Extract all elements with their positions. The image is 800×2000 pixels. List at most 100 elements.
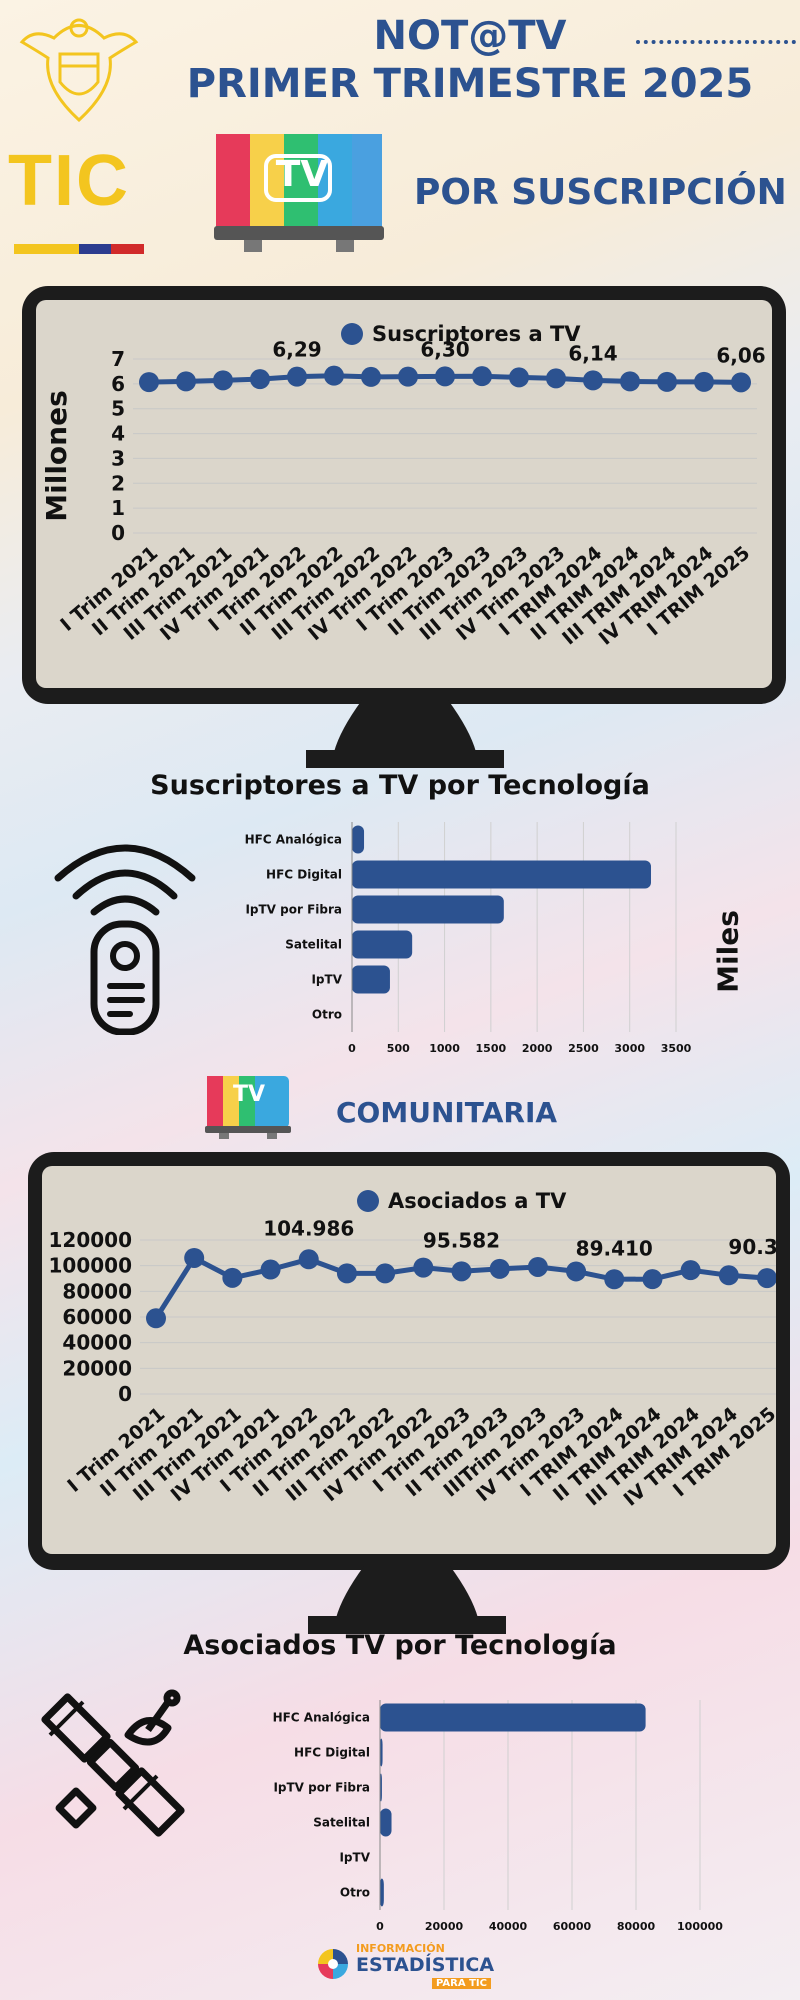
y-tick-label: 60000 bbox=[62, 1305, 132, 1329]
data-point bbox=[287, 366, 307, 387]
y-tick-label: 2 bbox=[111, 471, 125, 495]
category-label: Otro bbox=[340, 1886, 370, 1900]
x-tick-label: 1000 bbox=[429, 1042, 460, 1055]
bar bbox=[352, 965, 390, 994]
tv-icon: TV bbox=[214, 132, 384, 256]
data-point bbox=[620, 371, 640, 392]
data-label: 6,29 bbox=[272, 338, 321, 362]
x-tick-label: 100000 bbox=[677, 1920, 723, 1933]
data-point bbox=[509, 367, 529, 388]
comunitaria-heading: COMUNITARIA bbox=[336, 1096, 558, 1129]
y-tick-label: 1 bbox=[111, 496, 125, 520]
chart2-ylabel: Miles bbox=[711, 910, 745, 993]
data-label: 6,14 bbox=[568, 341, 617, 365]
data-point bbox=[298, 1249, 319, 1270]
x-tick-label: 3500 bbox=[661, 1042, 692, 1055]
x-tick-label: 2000 bbox=[522, 1042, 553, 1055]
data-point bbox=[361, 366, 381, 387]
subtitle: POR SUSCRIPCIÓN bbox=[414, 172, 787, 213]
chart2-title: Suscriptores a TV por Tecnología bbox=[150, 770, 650, 801]
x-tick-label: 80000 bbox=[617, 1920, 656, 1933]
data-point bbox=[718, 1265, 739, 1286]
footer-line-2: ESTADÍSTICA bbox=[356, 1954, 495, 1976]
footer-logo: INFORMACIÓN ESTADÍSTICA PARA TIC bbox=[312, 1942, 502, 1998]
category-label: IpTV por Fibra bbox=[245, 903, 342, 917]
data-point bbox=[657, 371, 677, 392]
legend-marker bbox=[357, 1190, 379, 1212]
data-point bbox=[489, 1258, 510, 1279]
monitor-frame-2: 0 20000 40000 60000 80000 100000 120000 I Trim … bbox=[28, 1152, 790, 1570]
y-tick-label: 4 bbox=[111, 422, 125, 446]
data-point bbox=[604, 1269, 625, 1290]
data-point bbox=[642, 1269, 663, 1290]
data-point bbox=[435, 366, 455, 387]
footer-line-1: INFORMACIÓN bbox=[356, 1942, 445, 1955]
data-point bbox=[260, 1259, 281, 1280]
x-tick-label: 1500 bbox=[476, 1042, 507, 1055]
x-tick-label: 0 bbox=[348, 1042, 356, 1055]
data-label: 90.312 bbox=[728, 1235, 776, 1259]
category-label: HFC Digital bbox=[294, 1746, 370, 1760]
dotted-divider bbox=[636, 40, 796, 44]
category-label: Satelital bbox=[285, 938, 342, 952]
y-tick-label: 80000 bbox=[62, 1279, 132, 1303]
title-line-2: PRIMER TRIMESTRE 2025 bbox=[186, 61, 754, 107]
category-label: IpTV bbox=[311, 973, 342, 987]
tv-icon-label: TV bbox=[275, 154, 329, 195]
data-point bbox=[757, 1268, 776, 1289]
flag-stripe bbox=[14, 244, 144, 254]
data-label: 6,30 bbox=[420, 337, 469, 361]
data-point bbox=[213, 370, 233, 391]
y-tick-label: 20000 bbox=[62, 1356, 132, 1380]
tv-icon-small-label: TV bbox=[232, 1082, 266, 1107]
bar bbox=[380, 1808, 392, 1837]
data-point bbox=[398, 366, 418, 387]
satellite-icon bbox=[28, 1680, 203, 1855]
category-label: IpTV por Fibra bbox=[273, 1781, 370, 1795]
category-label: HFC Digital bbox=[266, 868, 342, 882]
y-tick-label: 7 bbox=[111, 347, 125, 371]
y-tick-label: 100000 bbox=[49, 1254, 133, 1278]
x-tick-label: 500 bbox=[387, 1042, 410, 1055]
category-label: Otro bbox=[312, 1008, 342, 1022]
x-tick-label: 0 bbox=[376, 1920, 384, 1933]
remote-icon bbox=[50, 830, 200, 1036]
coat-of-arms bbox=[14, 8, 144, 133]
category-label: HFC Analógica bbox=[245, 833, 342, 847]
data-point bbox=[336, 1263, 357, 1284]
legend-marker bbox=[341, 323, 363, 345]
title-line-1: NOT@TV bbox=[373, 13, 567, 59]
data-point bbox=[413, 1257, 434, 1278]
data-point bbox=[527, 1256, 548, 1277]
data-label: 89.410 bbox=[576, 1236, 653, 1260]
data-label: 6,06 bbox=[716, 343, 765, 367]
x-tick-label: 2500 bbox=[568, 1042, 599, 1055]
data-label: 104.986 bbox=[263, 1216, 354, 1240]
category-label: Satelital bbox=[313, 1816, 370, 1830]
y-tick-label: 0 bbox=[118, 1382, 132, 1406]
legend-label: Asociados a TV bbox=[388, 1189, 567, 1213]
category-label: HFC Analógica bbox=[273, 1711, 370, 1725]
chart-tecnologia-asociados: 0 20000 40000 60000 80000 100000 HFC Analógica… bbox=[273, 1700, 723, 1933]
data-point bbox=[184, 1247, 205, 1268]
data-point bbox=[375, 1263, 396, 1284]
footer-logo-icon bbox=[318, 1949, 348, 1979]
data-point bbox=[139, 372, 159, 393]
y-tick-label: 40000 bbox=[62, 1331, 132, 1355]
data-point bbox=[250, 369, 270, 390]
page-title: NOT@TV PRIMER TRIMESTRE 2025 bbox=[170, 12, 770, 108]
data-point bbox=[546, 368, 566, 389]
y-tick-label: 3 bbox=[111, 446, 125, 470]
bar bbox=[380, 1878, 384, 1907]
tic-logo: TIC bbox=[8, 141, 130, 221]
bar bbox=[380, 1703, 646, 1732]
chart-tecnologia-suscriptores: 0 500 1000 1500 2000 2500 3000 3500 HFC Analógic… bbox=[245, 822, 692, 1055]
data-point bbox=[176, 371, 196, 392]
bar bbox=[352, 930, 413, 959]
data-point bbox=[583, 370, 603, 391]
monitor-stand-1 bbox=[306, 700, 504, 768]
legend-label: Suscriptores a TV bbox=[372, 322, 581, 346]
bar bbox=[380, 1738, 383, 1767]
